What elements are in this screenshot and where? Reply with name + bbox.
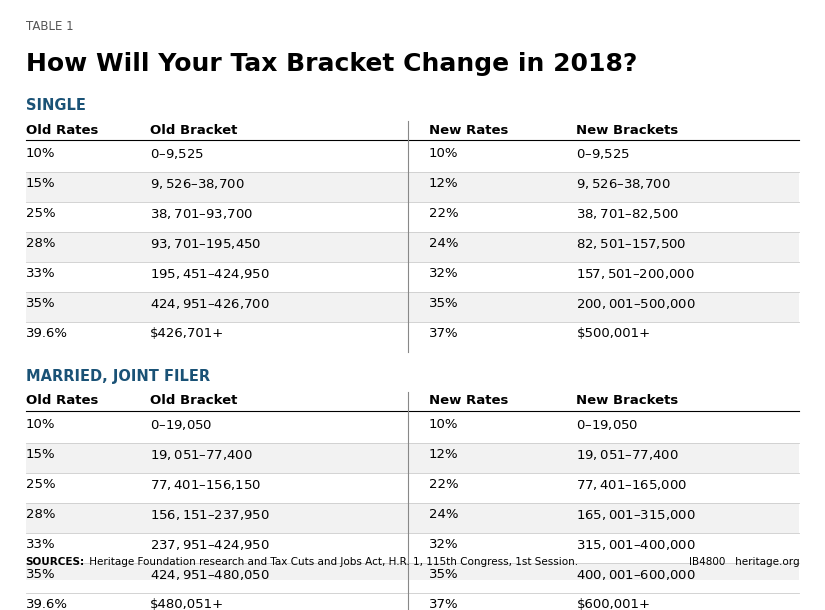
Text: $426,701+: $426,701+ bbox=[150, 327, 224, 340]
Text: $500,001+: $500,001+ bbox=[577, 327, 651, 340]
Text: 25%: 25% bbox=[26, 207, 55, 220]
Text: New Brackets: New Brackets bbox=[577, 124, 679, 137]
Bar bbox=[26, 322, 799, 353]
Text: $315,001–$400,000: $315,001–$400,000 bbox=[577, 537, 696, 551]
Text: $19,051–$77,400: $19,051–$77,400 bbox=[150, 448, 253, 462]
Text: $9,526–$38,700: $9,526–$38,700 bbox=[577, 177, 671, 191]
Bar bbox=[26, 563, 799, 593]
Text: 35%: 35% bbox=[429, 567, 459, 581]
Text: 35%: 35% bbox=[26, 297, 55, 310]
Text: 25%: 25% bbox=[26, 478, 55, 490]
Text: $165,001–$315,000: $165,001–$315,000 bbox=[577, 508, 696, 522]
Text: New Rates: New Rates bbox=[429, 124, 508, 137]
Bar bbox=[26, 593, 799, 610]
Bar bbox=[26, 203, 799, 232]
Text: $400,001–$600,000: $400,001–$600,000 bbox=[577, 567, 696, 581]
Text: $9,526–$38,700: $9,526–$38,700 bbox=[150, 177, 245, 191]
Text: Heritage Foundation research and Tax Cuts and Jobs Act, H.R. 1, 115th Congress, : Heritage Foundation research and Tax Cut… bbox=[86, 557, 578, 567]
Text: 32%: 32% bbox=[429, 537, 459, 551]
Bar bbox=[26, 473, 799, 503]
Text: 28%: 28% bbox=[26, 508, 55, 520]
Text: 12%: 12% bbox=[429, 448, 459, 461]
Bar bbox=[26, 533, 799, 563]
Text: $82,501–$157,500: $82,501–$157,500 bbox=[577, 237, 687, 251]
Bar bbox=[26, 503, 799, 533]
Bar bbox=[26, 142, 799, 173]
Text: New Rates: New Rates bbox=[429, 395, 508, 407]
Text: $195,451–$424,950: $195,451–$424,950 bbox=[150, 267, 270, 281]
Text: $424,951–$426,700: $424,951–$426,700 bbox=[150, 297, 270, 311]
Text: $77,401–$156,150: $77,401–$156,150 bbox=[150, 478, 262, 492]
Text: 35%: 35% bbox=[26, 567, 55, 581]
Text: $19,051–$77,400: $19,051–$77,400 bbox=[577, 448, 679, 462]
Text: 22%: 22% bbox=[429, 478, 459, 490]
Text: $0–$19,050: $0–$19,050 bbox=[577, 418, 639, 431]
Text: $600,001+: $600,001+ bbox=[577, 598, 650, 610]
Bar bbox=[26, 262, 799, 292]
Text: 37%: 37% bbox=[429, 598, 459, 610]
Text: $157,501–$200,000: $157,501–$200,000 bbox=[577, 267, 695, 281]
Text: Old Rates: Old Rates bbox=[26, 124, 98, 137]
Bar bbox=[26, 232, 799, 262]
Text: IB4800   heritage.org: IB4800 heritage.org bbox=[689, 557, 799, 567]
Bar bbox=[26, 443, 799, 473]
Text: 15%: 15% bbox=[26, 177, 55, 190]
Text: 10%: 10% bbox=[429, 147, 459, 160]
Text: $93,701–$195,450: $93,701–$195,450 bbox=[150, 237, 262, 251]
Text: Old Bracket: Old Bracket bbox=[150, 395, 238, 407]
Text: TABLE 1: TABLE 1 bbox=[26, 20, 73, 33]
Text: 15%: 15% bbox=[26, 448, 55, 461]
Text: Old Rates: Old Rates bbox=[26, 395, 98, 407]
Text: $0–$9,525: $0–$9,525 bbox=[150, 147, 205, 161]
Text: 22%: 22% bbox=[429, 207, 459, 220]
Text: 10%: 10% bbox=[26, 147, 55, 160]
Text: New Brackets: New Brackets bbox=[577, 395, 679, 407]
Text: MARRIED, JOINT FILER: MARRIED, JOINT FILER bbox=[26, 368, 210, 384]
Bar bbox=[26, 173, 799, 203]
Text: SOURCES:: SOURCES: bbox=[26, 557, 85, 567]
Text: $0–$19,050: $0–$19,050 bbox=[150, 418, 213, 431]
Text: 35%: 35% bbox=[429, 297, 459, 310]
Text: 37%: 37% bbox=[429, 327, 459, 340]
Text: SINGLE: SINGLE bbox=[26, 98, 86, 113]
Text: 10%: 10% bbox=[429, 418, 459, 431]
Bar bbox=[26, 292, 799, 322]
Text: $156,151–$237,950: $156,151–$237,950 bbox=[150, 508, 270, 522]
Text: $480,051+: $480,051+ bbox=[150, 598, 224, 610]
Text: 12%: 12% bbox=[429, 177, 459, 190]
Text: $237,951–$424,950: $237,951–$424,950 bbox=[150, 537, 270, 551]
Text: Old Bracket: Old Bracket bbox=[150, 124, 238, 137]
Text: 24%: 24% bbox=[429, 237, 459, 250]
Text: $38,701–$93,700: $38,701–$93,700 bbox=[150, 207, 253, 221]
Text: 32%: 32% bbox=[429, 267, 459, 280]
Text: 39.6%: 39.6% bbox=[26, 598, 68, 610]
Text: $77,401–$165,000: $77,401–$165,000 bbox=[577, 478, 687, 492]
Text: $200,001–$500,000: $200,001–$500,000 bbox=[577, 297, 696, 311]
Text: $424,951–$480,050: $424,951–$480,050 bbox=[150, 567, 270, 581]
Text: 33%: 33% bbox=[26, 537, 55, 551]
Text: 33%: 33% bbox=[26, 267, 55, 280]
Text: How Will Your Tax Bracket Change in 2018?: How Will Your Tax Bracket Change in 2018… bbox=[26, 52, 637, 76]
Text: $0–$9,525: $0–$9,525 bbox=[577, 147, 630, 161]
Text: $38,701–$82,500: $38,701–$82,500 bbox=[577, 207, 680, 221]
Text: 28%: 28% bbox=[26, 237, 55, 250]
Bar bbox=[26, 413, 799, 443]
Text: 10%: 10% bbox=[26, 418, 55, 431]
Text: 39.6%: 39.6% bbox=[26, 327, 68, 340]
Text: 24%: 24% bbox=[429, 508, 459, 520]
